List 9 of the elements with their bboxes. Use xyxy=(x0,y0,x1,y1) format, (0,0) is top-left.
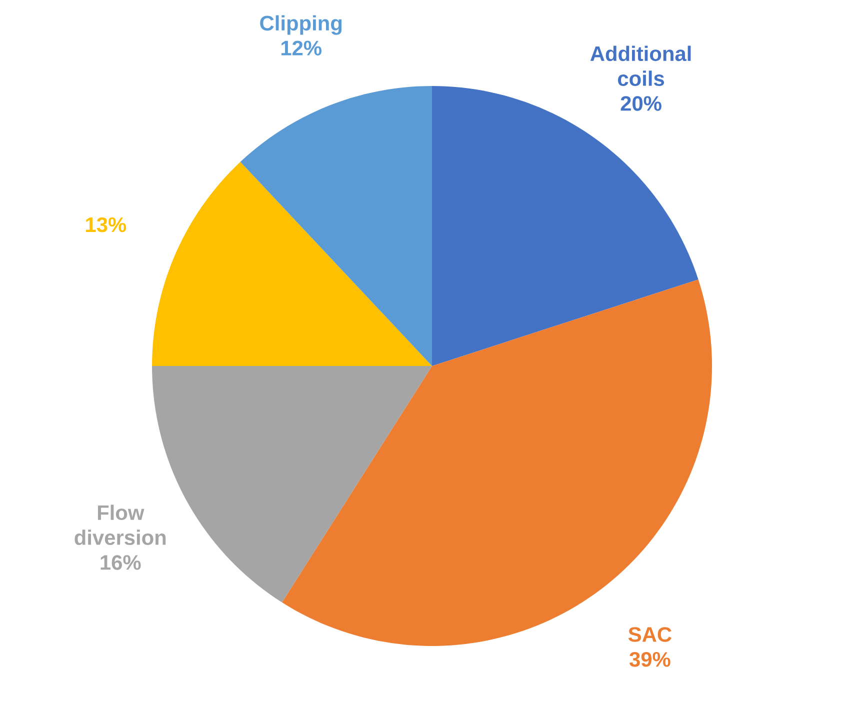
slice-label: Clipping xyxy=(260,15,342,35)
data-label: 39% xyxy=(630,652,670,667)
slice-label: Additional coils xyxy=(590,46,691,86)
slice-label: Flow diversion xyxy=(74,504,166,545)
data-label: 13% xyxy=(86,217,126,232)
data-label: 20% xyxy=(620,96,662,111)
slice-label: SAC xyxy=(628,627,672,642)
data-label: 12% xyxy=(281,40,322,56)
data-label: 16% xyxy=(100,555,141,570)
